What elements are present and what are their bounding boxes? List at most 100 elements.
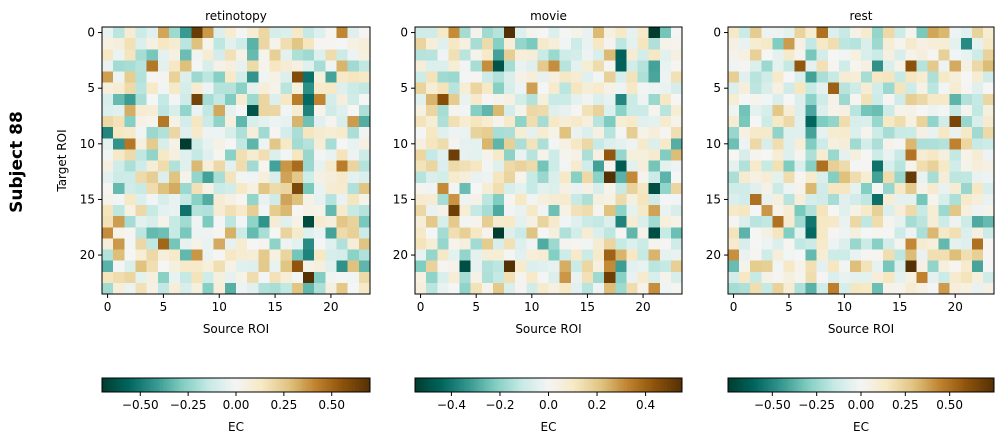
heatmap-cell — [927, 104, 940, 117]
colorbar-segment — [949, 378, 953, 392]
heatmap-cell — [426, 93, 438, 106]
heatmap-cell — [303, 216, 315, 228]
heatmap-cell — [515, 160, 527, 173]
heatmap-cell — [336, 93, 349, 106]
heatmap-cell — [883, 38, 895, 50]
heatmap-cell — [146, 149, 159, 162]
heatmap-cell — [537, 193, 550, 206]
heatmap-cell — [202, 238, 215, 251]
heatmap-cell — [648, 216, 661, 228]
heatmap-cell — [280, 171, 293, 184]
heatmap-cell — [883, 205, 895, 217]
heatmap-cell — [537, 149, 550, 162]
heatmap-cell — [927, 93, 940, 106]
heatmap-cell — [739, 49, 751, 61]
heatmap-cell — [982, 171, 995, 184]
heatmap-cell — [794, 104, 807, 117]
heatmap-cells — [728, 27, 995, 295]
colorbar-segment — [515, 378, 518, 392]
heatmap-cell — [872, 282, 884, 295]
heatmap-cell — [872, 138, 884, 150]
colorbar-segment — [102, 378, 105, 392]
heatmap-cell — [971, 138, 984, 150]
heatmap-cell — [728, 216, 740, 228]
heatmap-cell — [626, 71, 639, 84]
heatmap-cell — [894, 104, 906, 117]
heatmap-cell — [492, 49, 505, 61]
heatmap-cell — [570, 149, 583, 162]
heatmap-cell — [415, 160, 427, 173]
heatmap-cell — [102, 260, 114, 273]
heatmap-cell — [470, 149, 483, 162]
heatmap-cell — [504, 127, 516, 139]
heatmap-cell — [861, 38, 873, 50]
heatmap-cell — [224, 205, 237, 217]
heatmap-cell — [202, 38, 215, 50]
heatmap-cell — [180, 27, 192, 39]
heatmap-cell — [347, 216, 360, 228]
heatmap-cell — [537, 171, 550, 184]
heatmap-cell — [504, 271, 516, 284]
heatmap-cell — [949, 182, 962, 195]
heatmap-cell — [481, 149, 494, 162]
heatmap-cell — [459, 260, 472, 273]
heatmap-cell — [102, 71, 114, 84]
heatmap-cell — [805, 82, 818, 95]
heatmap-cell — [303, 138, 315, 150]
heatmap-cell — [426, 27, 438, 39]
heatmap-cell — [202, 260, 215, 273]
heatmap-cell — [135, 71, 148, 84]
heatmap-cell — [504, 49, 516, 61]
heatmap-cell — [872, 104, 884, 117]
heatmap-cell — [659, 171, 672, 184]
heatmap-cell — [135, 93, 148, 106]
heatmap-cell — [670, 127, 683, 139]
heatmap-cell — [113, 60, 125, 73]
heatmap-cell — [481, 49, 494, 61]
colorbar-segment — [537, 378, 541, 392]
heatmap-cell — [336, 116, 349, 128]
colorbar-segment — [743, 378, 747, 392]
colorbar-segment — [285, 378, 288, 392]
heatmap-cell — [157, 171, 170, 184]
heatmap-cell — [816, 71, 829, 84]
heatmap-cell — [581, 149, 594, 162]
heatmap-cell — [146, 238, 159, 251]
heatmap-cell — [761, 27, 773, 39]
colorbar-segment — [117, 378, 121, 392]
colorbar-label: EC — [853, 420, 869, 434]
heatmap-cell — [739, 93, 751, 106]
heatmap-cell — [280, 227, 293, 239]
heatmap-cell — [124, 116, 137, 128]
heatmap-cell — [559, 60, 572, 73]
heatmap-cell — [659, 260, 672, 273]
heatmap-cell — [894, 49, 906, 61]
heatmap-cell — [146, 60, 159, 73]
heatmap-cell — [236, 193, 248, 206]
heatmap-cell — [336, 216, 349, 228]
heatmap-cell — [336, 249, 349, 262]
heatmap-cell — [280, 116, 293, 128]
heatmap-cell — [124, 60, 137, 73]
heatmap-cell — [604, 282, 616, 295]
heatmap-cell — [861, 71, 873, 84]
heatmap-cell — [336, 282, 349, 295]
heatmap-cell — [504, 38, 516, 50]
heatmap-cell — [437, 71, 449, 84]
heatmap-cell — [739, 60, 751, 73]
heatmap-cell — [938, 260, 951, 273]
heatmap-cell — [894, 27, 906, 39]
heatmap-cell — [816, 282, 829, 295]
heatmap-cell — [146, 27, 159, 39]
heatmap-cell — [135, 205, 148, 217]
heatmap-cell — [481, 216, 494, 228]
heatmap-cell — [426, 205, 438, 217]
heatmap-cell — [224, 249, 237, 262]
heatmap-cell — [291, 138, 304, 150]
colorbar-segment — [595, 378, 599, 392]
heatmap-cell — [504, 171, 516, 184]
heatmap-cell — [157, 127, 170, 139]
heatmap-cell — [213, 93, 226, 106]
heatmap-cell — [213, 160, 226, 173]
